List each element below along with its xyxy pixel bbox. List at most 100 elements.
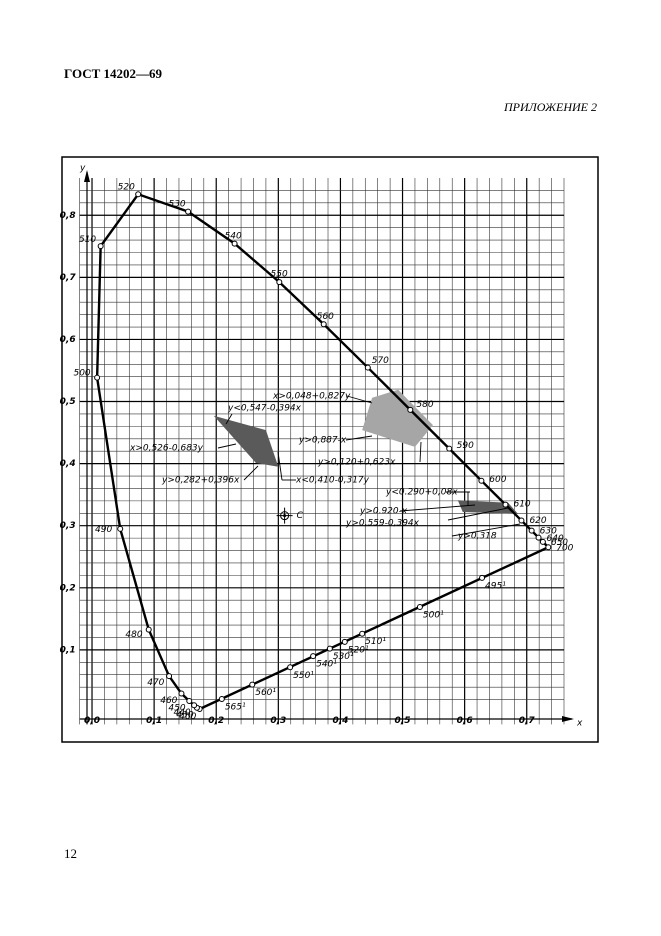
- region: [362, 389, 433, 447]
- y-tick-label: 0,1: [60, 645, 76, 655]
- constraint-label: y<0,547-0,394x: [227, 404, 302, 414]
- page-number: 12: [64, 846, 77, 861]
- locus-point: [186, 697, 193, 704]
- purple-label: 560¹: [255, 688, 276, 698]
- locus-point: [185, 208, 192, 215]
- appendix-label: ПРИЛОЖЕНИЕ 2: [504, 100, 597, 114]
- wavelength-label: 550: [271, 270, 288, 280]
- locus-point: [135, 191, 142, 198]
- x-tick-label: 0,5: [395, 716, 411, 726]
- doc-title: ГОСТ 14202—69: [64, 66, 163, 81]
- leader-line: [217, 443, 237, 449]
- leader-line: [243, 465, 259, 481]
- purple-point: [341, 638, 348, 645]
- wavelength-label: 460: [160, 696, 177, 706]
- constraint-label: x<0,410-0,317y: [295, 476, 370, 486]
- purple-point: [218, 695, 225, 702]
- purple-label: 540¹: [316, 660, 337, 670]
- wavelength-label: 700: [556, 544, 573, 554]
- locus-point: [364, 364, 371, 371]
- purple-label: 495¹: [485, 581, 506, 591]
- wavelength-label: 480: [125, 630, 142, 640]
- constraint-label: x>0,526-0,683y: [129, 444, 204, 454]
- locus-point: [117, 525, 124, 532]
- y-tick-label: 0,6: [60, 335, 76, 345]
- locus-point: [178, 690, 185, 697]
- purple-label: 565¹: [225, 702, 246, 712]
- wavelength-label: 590: [457, 441, 474, 451]
- x-tick-label: 0,6: [457, 716, 473, 726]
- wavelength-label: 510: [79, 235, 96, 245]
- wavelength-label: 570: [372, 356, 389, 366]
- wavelength-label: 540: [225, 231, 242, 241]
- locus-point: [166, 673, 173, 680]
- purple-point: [310, 653, 317, 660]
- locus-point: [545, 544, 552, 551]
- wavelength-label: 470: [147, 678, 164, 688]
- locus-point: [145, 626, 152, 633]
- wavelength-label: 450: [168, 704, 185, 714]
- locus-point: [535, 534, 542, 541]
- purple-point: [287, 664, 294, 671]
- wavelength-label: 610: [513, 500, 530, 510]
- wavelength-label: 630: [540, 527, 557, 537]
- y-tick-label: 0,4: [60, 459, 76, 469]
- leader-line: [277, 451, 283, 481]
- wavelength-label: 430: [176, 710, 193, 720]
- y-axis-label: y: [79, 164, 86, 174]
- wavelength-label: 600: [489, 475, 506, 485]
- wavelength-label: 520: [118, 182, 135, 192]
- wavelength-label: 440: [173, 708, 190, 718]
- y-arrow: [84, 170, 90, 182]
- purple-point: [479, 574, 486, 581]
- wavelength-label: 400: [179, 712, 196, 722]
- purple-point: [249, 681, 256, 688]
- wavelength-label: 580: [416, 400, 433, 410]
- frame: [61, 156, 599, 743]
- locus-point: [231, 240, 238, 247]
- region: [213, 415, 279, 467]
- purple-label: 500¹: [423, 611, 444, 621]
- y-tick-label: 0,3: [60, 521, 76, 531]
- wavelength-label: 500: [73, 368, 90, 378]
- locus-point: [518, 517, 525, 524]
- locus-point: [97, 243, 104, 250]
- constraint-label: y>0,120+0,623x: [317, 458, 396, 468]
- wavelength-label: 640: [547, 534, 564, 544]
- constraint-label: y>0,887-x: [298, 436, 347, 446]
- x-arrow: [562, 716, 574, 722]
- locus-point: [191, 702, 198, 709]
- locus-point: [502, 501, 509, 508]
- y-tick-label: 0,2: [60, 583, 76, 593]
- x-tick-label: 0,7: [519, 716, 536, 726]
- leader-line: [419, 441, 422, 463]
- x-tick-label: 0,1: [146, 716, 162, 726]
- leader-line: [345, 435, 373, 441]
- constraint-label: y>0,282+0,396x: [161, 476, 240, 486]
- locus-point: [446, 445, 453, 452]
- y-tick-label: 0,7: [60, 273, 77, 283]
- locus-point: [539, 538, 546, 545]
- x-tick-label: 0,0: [84, 716, 100, 726]
- x-axis-label: x: [576, 719, 583, 729]
- x-tick-label: 0,4: [332, 716, 348, 726]
- wavelength-label: 560: [317, 312, 334, 322]
- leader-line: [451, 523, 521, 537]
- leader-line: [399, 504, 476, 512]
- constraint-label: x>0,048+0,827y: [272, 392, 351, 402]
- wavelength-label: 620: [529, 516, 546, 526]
- locus-point: [478, 477, 485, 484]
- locus-point: [528, 527, 535, 534]
- leader-line: [447, 507, 509, 521]
- locus-point: [276, 279, 283, 286]
- purple-label: 510¹: [365, 637, 386, 647]
- purple-point: [416, 604, 423, 611]
- wavelength-label: 530: [168, 199, 185, 209]
- leader-line: [225, 413, 233, 425]
- wavelength-label: 490: [95, 525, 112, 535]
- purple-label: 550¹: [293, 671, 314, 681]
- constraint-label: y>0,559-0,394x: [345, 519, 420, 529]
- purple-point: [326, 645, 333, 652]
